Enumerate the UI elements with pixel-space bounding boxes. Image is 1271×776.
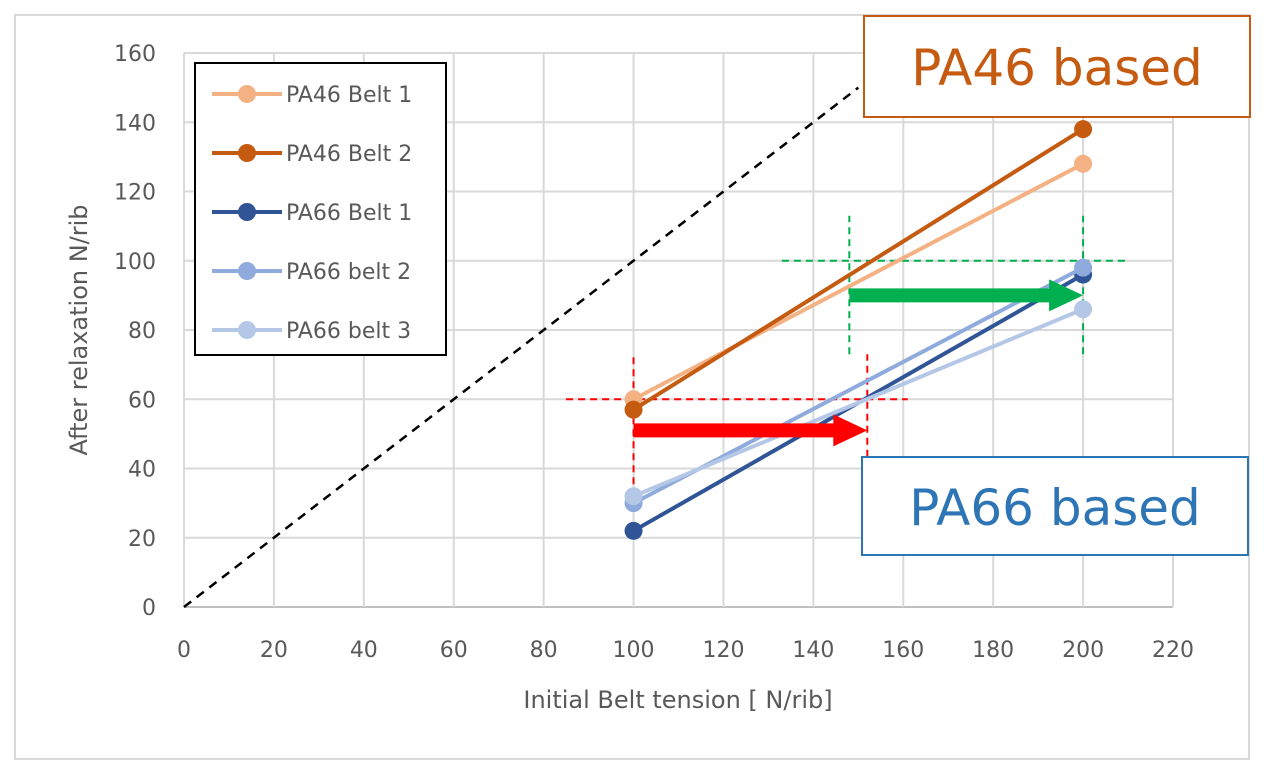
legend-label: PA46 Belt 2 [286,142,412,167]
x-tick-label: 180 [972,638,1014,663]
legend-swatch-marker [238,262,256,280]
legend-item: PA66 belt 3 [212,319,411,344]
legend-label: PA66 Belt 1 [286,201,412,226]
data-point [1074,300,1093,319]
series-pa46-belt-2 [624,120,1093,419]
legend-label: PA46 Belt 1 [286,83,412,108]
data-point [1074,154,1093,173]
legend: PA46 Belt 1 PA46 Belt 2 PA66 Belt 1 PA66 be… [194,62,447,356]
legend-swatch-marker [238,144,256,162]
x-tick-label: 40 [350,638,378,663]
x-tick-label: 20 [260,638,288,663]
legend-swatch-marker [238,203,256,221]
legend-item: PA66 belt 2 [212,260,411,285]
data-point [1074,120,1093,139]
callout-pa46-based: PA46 based [863,15,1251,118]
callout-pa66-label: PA66 based [909,479,1201,537]
legend-label: PA66 belt 3 [286,319,411,344]
data-point [624,487,643,506]
x-tick-label: 200 [1062,638,1104,663]
diagonal-reference-line [183,86,860,608]
legend-swatch-marker [238,321,256,339]
y-tick-label: 160 [114,42,156,67]
guide-lines [566,215,1129,497]
series-line [632,307,1084,499]
x-tick-label: 60 [440,638,468,663]
legend-label: PA66 belt 2 [286,260,411,285]
x-axis-title: Initial Belt tension [ N/rib] [523,686,832,714]
reference-line [183,86,860,608]
x-tick-label: 0 [177,638,191,663]
arrows [633,279,1084,447]
legend-swatch-marker [238,85,256,103]
x-tick-label: 120 [702,638,744,663]
y-tick-label: 60 [128,388,156,413]
x-tick-label: 160 [882,638,924,663]
legend-item: PA46 Belt 1 [212,83,412,108]
callout-pa46-label: PA46 based [911,39,1203,97]
arrow [633,414,868,447]
series-line [632,127,1085,412]
x-tick-label: 80 [530,638,558,663]
y-tick-label: 80 [128,319,156,344]
data-point [624,521,643,540]
x-tick-label: 220 [1152,638,1194,663]
arrow [849,279,1084,312]
y-tick-label: 140 [114,111,156,136]
data-point [1074,258,1093,277]
y-tick-label: 0 [142,596,156,621]
y-tick-label: 40 [128,458,156,483]
callout-pa66-based: PA66 based [861,456,1249,556]
series-pa66-belt-3 [624,300,1093,506]
tick-labels: 0 20 40 60 80 100 120 140 160 180 200 220 0 20 40 60 80 1… [114,42,1194,663]
gridlines [183,52,1174,608]
y-axis-title: After relaxation N/rib [65,204,93,455]
y-tick-label: 100 [114,250,156,275]
y-tick-label: 20 [128,527,156,552]
legend-item: PA46 Belt 2 [212,142,412,167]
series-line [632,162,1085,402]
legend-item: PA66 Belt 1 [212,201,412,226]
x-tick-label: 140 [792,638,834,663]
data-series [624,120,1093,540]
x-tick-label: 100 [613,638,655,663]
data-point [624,400,643,419]
y-tick-label: 120 [114,181,156,206]
